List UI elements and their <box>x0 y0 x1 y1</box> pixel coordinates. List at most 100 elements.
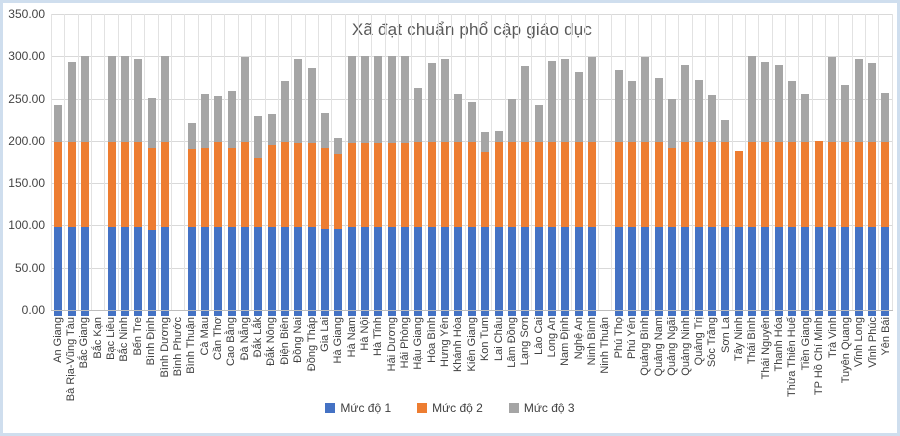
axis-stub <box>240 311 249 316</box>
bar-segment <box>281 80 290 142</box>
bar-segment <box>120 56 129 142</box>
bar-segment <box>427 227 436 310</box>
x-tick-label: Cần Thơ <box>211 317 224 361</box>
stacked-bar <box>307 68 316 310</box>
bar-segment <box>307 227 316 310</box>
bar-slot <box>866 14 880 316</box>
stacked-bar <box>828 57 837 310</box>
bar-segment <box>587 57 596 142</box>
bar-segment <box>841 227 850 310</box>
legend-label: Mức độ 1 <box>340 401 392 415</box>
bar-segment <box>240 141 249 228</box>
bar-slot <box>639 14 653 316</box>
bar-segment <box>534 105 543 142</box>
bar-segment <box>868 63 877 142</box>
bar-segment <box>147 229 156 310</box>
stacked-bar <box>67 62 76 310</box>
axis-stub <box>734 311 743 316</box>
x-tick-label: Yên Bái <box>879 317 892 356</box>
stacked-bar <box>708 95 717 310</box>
bar-segment <box>294 227 303 310</box>
x-tick-label: Lạng Sơn <box>519 317 532 366</box>
bar-segment <box>774 227 783 310</box>
legend-label: Mức độ 3 <box>523 401 575 415</box>
stacked-bar <box>454 93 463 310</box>
bar-segment <box>708 141 717 228</box>
bar-slot <box>439 14 453 316</box>
bar-slot <box>706 14 720 316</box>
bar-segment <box>54 141 63 228</box>
x-tick-label: Bình Thuận <box>185 317 198 374</box>
bar-segment <box>227 90 236 149</box>
stacked-bar <box>427 63 436 310</box>
bar-segment <box>347 56 356 143</box>
x-tick-label: Tuyên Quang <box>839 317 852 384</box>
bar-segment <box>387 142 396 228</box>
bar-slot <box>799 14 813 316</box>
bar-segment <box>387 227 396 310</box>
bar-segment <box>654 141 663 228</box>
stacked-bar <box>868 63 877 310</box>
bar-segment <box>814 140 823 228</box>
bar-slot <box>519 14 533 316</box>
bar-segment <box>854 141 863 228</box>
bar-segment <box>494 130 503 142</box>
bar-segment <box>107 227 116 310</box>
bar-segment <box>534 227 543 310</box>
bar-segment <box>214 227 223 310</box>
bar-segment <box>267 145 276 228</box>
x-tick-label: Kiên Giang <box>465 317 478 372</box>
x-tick-label: Quảng Nam <box>652 317 665 377</box>
x-tick-label: Tây Ninh <box>733 317 745 362</box>
axis-stub <box>374 311 383 316</box>
y-tick-label: 0.00 <box>21 303 45 317</box>
stacked-bar <box>294 58 303 310</box>
gridline <box>51 310 893 311</box>
bar-slot <box>92 14 106 310</box>
bar-segment <box>654 227 663 310</box>
x-tick-label: Bắc Giang <box>78 317 91 369</box>
bar-segment <box>227 227 236 310</box>
bar-segment <box>774 64 783 142</box>
axis-stub <box>361 311 370 316</box>
bar-slot <box>452 14 466 316</box>
bar-segment <box>361 227 370 310</box>
bar-segment <box>54 227 63 310</box>
x-tick-label: Kon Tum <box>479 317 492 362</box>
bar-segment <box>667 147 676 228</box>
axis-stub <box>708 311 717 316</box>
bar-slot <box>586 14 600 316</box>
bar-slot <box>332 14 346 316</box>
stacked-bar <box>774 64 783 310</box>
bar-segment <box>734 151 743 228</box>
axis-stub <box>814 311 823 316</box>
stacked-bar <box>361 56 370 310</box>
bar-segment <box>67 227 76 310</box>
axis-stub <box>587 311 596 316</box>
x-tick-label: Sóc Trăng <box>706 317 719 368</box>
bar-segment <box>134 58 143 142</box>
bar-segment <box>187 149 196 228</box>
bar-segment <box>507 141 516 228</box>
axis-stub <box>614 311 623 316</box>
bar-segment <box>414 227 423 310</box>
bar-segment <box>627 227 636 310</box>
bar-segment <box>134 141 143 228</box>
stacked-bar <box>614 69 623 310</box>
stacked-bar <box>200 93 209 310</box>
bar-segment <box>507 227 516 310</box>
x-tick-label: Bà Rịa-Vũng Tàu <box>65 317 78 402</box>
stacked-bar <box>814 140 823 310</box>
bar-segment <box>414 141 423 228</box>
bar-slot <box>266 14 279 316</box>
bar-slot <box>105 14 119 316</box>
x-tick-label: Hải Dương <box>385 317 398 372</box>
axis-stub <box>67 311 76 316</box>
stacked-bar <box>841 85 850 310</box>
bar-segment <box>828 227 837 310</box>
bar-segment <box>321 228 330 310</box>
bar-segment <box>561 227 570 310</box>
bar-segment <box>708 227 717 310</box>
bar-segment <box>361 56 370 143</box>
bar-slot <box>759 14 773 316</box>
